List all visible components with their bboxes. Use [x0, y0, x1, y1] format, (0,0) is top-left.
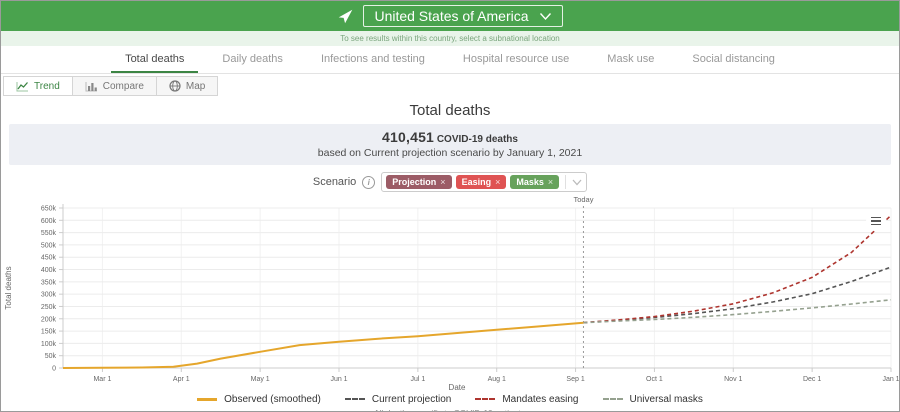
svg-text:450k: 450k: [41, 255, 57, 262]
svg-text:Mar 1: Mar 1: [93, 376, 111, 383]
location-arrow-icon: [339, 9, 353, 23]
location-header: United States of America: [1, 1, 899, 31]
remove-tag-icon[interactable]: ×: [547, 177, 554, 187]
view-switcher: Trend Compare Map: [3, 76, 899, 96]
tab-daily-deaths[interactable]: Daily deaths: [222, 52, 283, 65]
legend-item[interactable]: Mandates easing: [475, 393, 579, 405]
compare-button[interactable]: Compare: [71, 76, 157, 96]
scenario-row: Scenario i Projection × Easing × Masks ×: [1, 171, 899, 193]
total-deaths-chart: 0 50k 100k 150k 200k 250k 300k 350k 400k 450k 500k…: [4, 195, 899, 392]
svg-text:150k: 150k: [41, 329, 57, 336]
legend-item[interactable]: Universal masks: [602, 393, 703, 405]
legend-swatch-mandates-easing: [475, 398, 496, 400]
legend-label: Universal masks: [629, 393, 703, 405]
svg-text:300k: 300k: [41, 292, 57, 299]
select-divider: [565, 175, 567, 189]
location-selector[interactable]: United States of America: [363, 5, 563, 27]
deaths-total-value: 410,451: [382, 129, 435, 145]
tab-hospital-resource-use[interactable]: Hospital resource use: [462, 52, 570, 65]
legend-label: Current projection: [371, 393, 452, 405]
legend-label: Observed (smoothed): [224, 393, 321, 405]
bar-chart-icon: [85, 81, 97, 91]
tab-social-distancing[interactable]: Social distancing: [692, 52, 775, 65]
metric-tabs: Total deaths Daily deaths Infections and…: [1, 46, 899, 74]
svg-text:250k: 250k: [41, 304, 57, 311]
remove-tag-icon[interactable]: ×: [495, 177, 501, 187]
tab-mask-use[interactable]: Mask use: [607, 52, 655, 65]
svg-text:Jul 1: Jul 1: [410, 376, 425, 383]
svg-text:Nov 1: Nov 1: [724, 376, 742, 383]
svg-text:Jan 1: Jan 1: [882, 376, 899, 383]
scenario-tag[interactable]: Easing ×: [455, 175, 507, 189]
svg-text:100k: 100k: [41, 341, 57, 348]
svg-text:350k: 350k: [41, 279, 57, 286]
legend-swatch-current-projection: [344, 398, 365, 400]
map-button[interactable]: Map: [155, 76, 219, 96]
scenario-select[interactable]: Projection × Easing × Masks ×: [381, 172, 588, 192]
svg-text:400k: 400k: [41, 267, 57, 274]
svg-text:Apr 1: Apr 1: [173, 376, 190, 383]
scenario-tag-label: Masks: [516, 177, 544, 187]
svg-text:Jun 1: Jun 1: [330, 376, 347, 383]
legend-swatch-observed: [197, 397, 218, 401]
scenario-tag[interactable]: Masks ×: [510, 175, 560, 189]
deaths-total-suffix: COVID-19 deaths: [436, 134, 518, 145]
scenario-tag-label: Projection: [392, 177, 437, 187]
legend-swatch-universal-masks: [602, 398, 623, 400]
line-chart-icon: [16, 81, 28, 91]
svg-text:600k: 600k: [41, 218, 57, 225]
trend-label: Trend: [34, 80, 60, 92]
svg-text:Total deaths: Total deaths: [4, 266, 13, 309]
trend-button[interactable]: Trend: [3, 76, 73, 96]
scenario-tag-label: Easing: [461, 177, 492, 187]
svg-text:0: 0: [52, 366, 56, 373]
compare-label: Compare: [102, 80, 144, 92]
location-name: United States of America: [374, 8, 529, 24]
svg-text:May 1: May 1: [251, 376, 270, 383]
svg-text:Aug 1: Aug 1: [488, 376, 506, 383]
globe-icon: [169, 80, 181, 92]
scenario-label: Scenario: [312, 176, 357, 188]
chevron-down-icon: [539, 12, 551, 20]
legend-item[interactable]: Current projection: [344, 393, 452, 405]
summary-detail: based on Current projection scenario by …: [317, 147, 583, 159]
svg-text:Oct 1: Oct 1: [646, 376, 663, 383]
summary-banner: 410,451 COVID-19 deaths based on Current…: [9, 124, 891, 165]
remove-tag-icon[interactable]: ×: [440, 177, 446, 187]
subnational-hint: To see results within this country, sele…: [1, 31, 899, 46]
svg-text:Today: Today: [573, 195, 593, 204]
svg-text:500k: 500k: [41, 242, 57, 249]
tab-infections-testing[interactable]: Infections and testing: [320, 52, 425, 65]
scenario-tag[interactable]: Projection ×: [386, 175, 452, 189]
map-label: Map: [185, 80, 206, 92]
legend-item[interactable]: Observed (smoothed): [197, 394, 321, 405]
svg-text:650k: 650k: [41, 206, 57, 213]
tab-total-deaths[interactable]: Total deaths: [111, 46, 199, 73]
info-icon[interactable]: i: [362, 175, 376, 189]
chart-legend: Observed (smoothed) Current projection M…: [1, 392, 899, 406]
svg-text:Sep 1: Sep 1: [566, 376, 584, 383]
legend-label: Mandates easing: [502, 393, 579, 405]
chevron-down-icon[interactable]: [572, 179, 582, 186]
chart-footnote: All deaths specific to COVID-19 patients…: [1, 408, 899, 411]
svg-text:Dec 1: Dec 1: [803, 376, 821, 383]
chart-menu-icon[interactable]: [866, 211, 886, 231]
svg-text:Date: Date: [449, 383, 466, 390]
page-title: Total deaths: [409, 102, 491, 119]
svg-text:200k: 200k: [41, 316, 57, 323]
chart-area: 0 50k 100k 150k 200k 250k 300k 350k 400k 450k 500k…: [1, 194, 899, 392]
svg-text:550k: 550k: [41, 230, 57, 237]
svg-text:50k: 50k: [45, 353, 57, 360]
